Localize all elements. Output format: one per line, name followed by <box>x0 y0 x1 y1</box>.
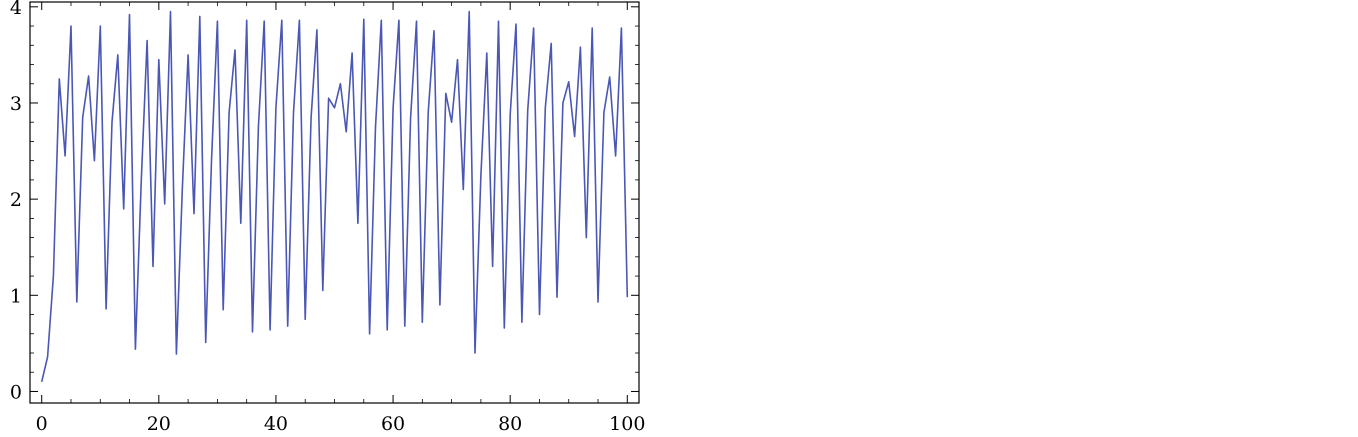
x-tick-label: 20 <box>147 413 171 435</box>
x-tick-label: 100 <box>609 413 645 435</box>
y-tick-label: 0 <box>10 381 22 403</box>
chart-panel-left: 0 20 40 60 80 100 0 1 2 3 4 <box>10 0 646 435</box>
y-tick-label: 2 <box>10 189 22 211</box>
y-tick-label: 4 <box>10 0 22 19</box>
x-tick-label: 0 <box>36 413 48 435</box>
y-tick-label: 3 <box>10 93 22 115</box>
x-tick-label: 60 <box>381 413 405 435</box>
series-line-left <box>40 10 629 382</box>
x-tick-label: 40 <box>264 413 288 435</box>
plot-frame-left <box>29 1 640 404</box>
y-tick-label: 1 <box>10 285 22 307</box>
x-tick-label: 80 <box>498 413 522 435</box>
